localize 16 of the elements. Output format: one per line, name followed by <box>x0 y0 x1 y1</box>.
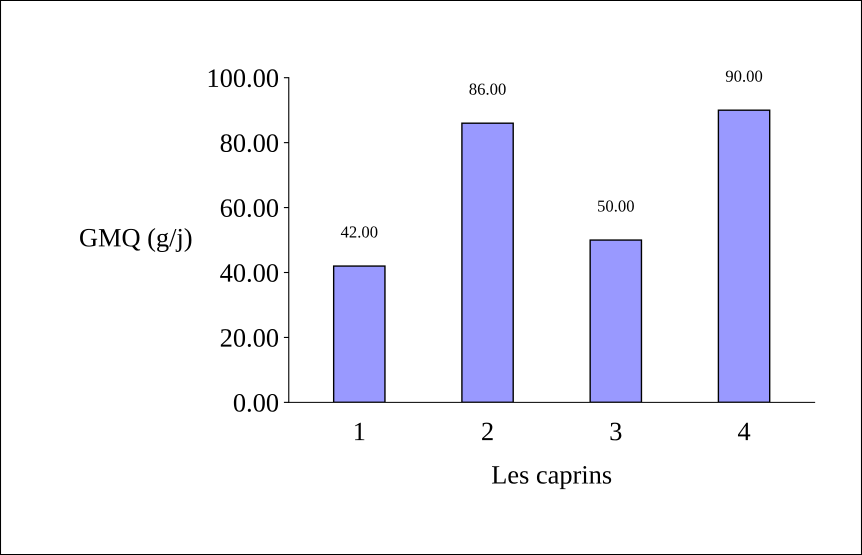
data-label: 90.00 <box>726 70 762 82</box>
y-axis-title: GMQ (g/j) <box>80 228 192 252</box>
x-tick-label: 3 <box>610 422 622 440</box>
y-tick-label: 20.00 <box>220 329 278 347</box>
y-tick-label: 0.00 <box>234 394 278 412</box>
x-tick-label: 4 <box>738 422 750 440</box>
data-label: 42.00 <box>340 226 378 238</box>
x-axis-title: Les caprins <box>492 466 612 490</box>
x-tick-label: 1 <box>355 422 364 440</box>
y-tick-label: 80.00 <box>220 134 278 152</box>
y-tick-label: 40.00 <box>220 264 278 282</box>
y-tick-label: 100.00 <box>208 69 278 88</box>
x-tick-label: 2 <box>482 422 493 440</box>
data-label: 50.00 <box>598 200 634 212</box>
y-tick-label: 60.00 <box>220 199 278 218</box>
data-label: 86.00 <box>469 84 506 95</box>
